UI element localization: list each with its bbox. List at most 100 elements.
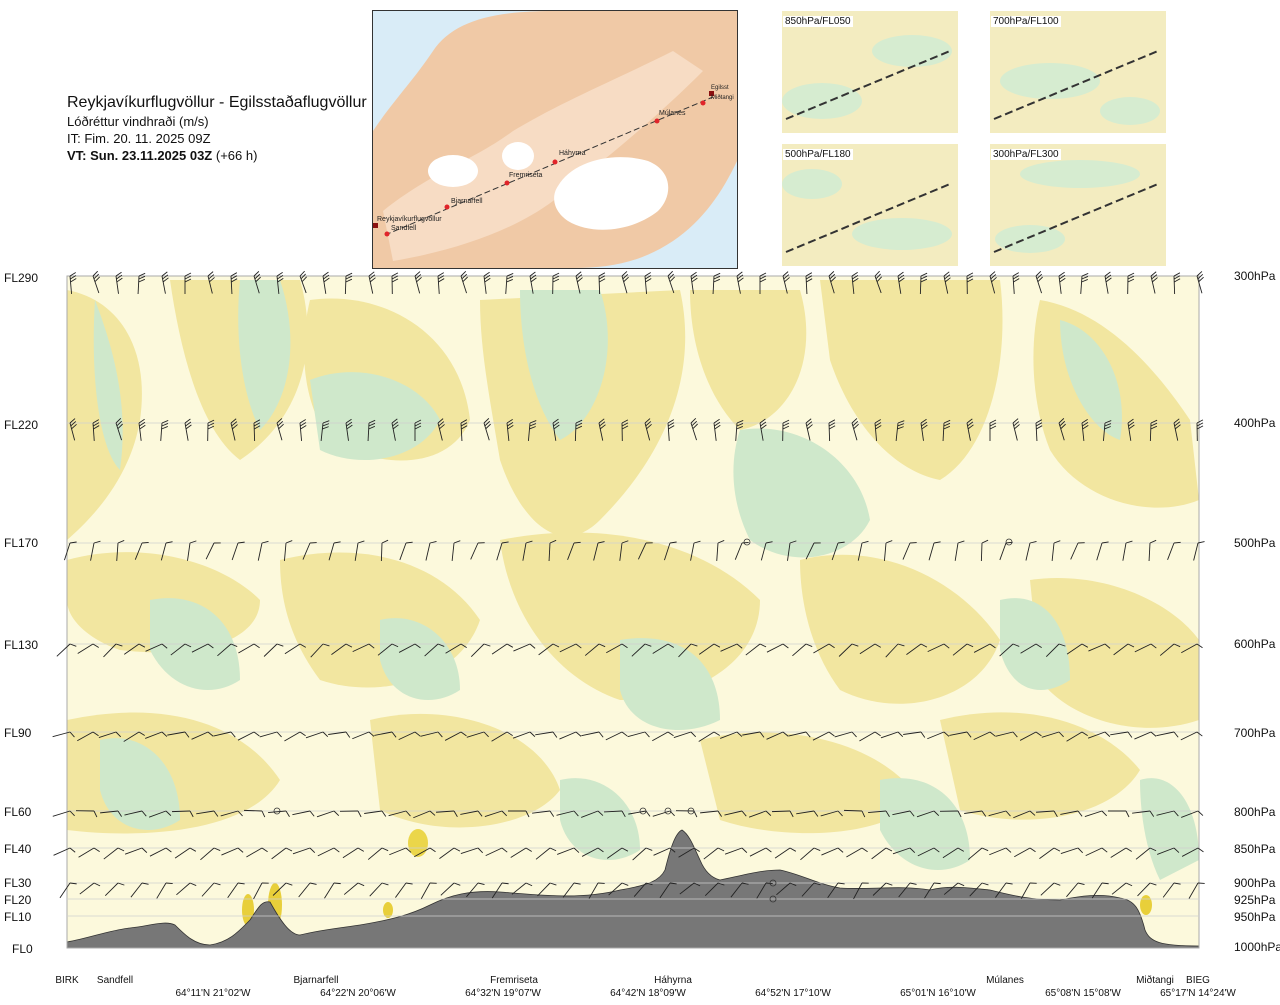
fl-label: FL90: [4, 726, 32, 740]
thumb-300[interactable]: 300hPa/FL300: [990, 144, 1166, 266]
wind-barb: [389, 847, 412, 856]
wind-barb: [368, 271, 376, 294]
wind-barb: [138, 418, 146, 441]
wind-barb: [322, 271, 330, 294]
wind-barb: [606, 847, 629, 859]
wind-barb: [995, 731, 1018, 738]
level-lines: [67, 422, 1199, 917]
wind-barb: [200, 847, 221, 861]
wind-barb: [1041, 731, 1064, 738]
map-label-bjarnarfell: Bjarnarfell: [451, 198, 483, 205]
wind-barb: [184, 272, 192, 294]
wind-barb: [1156, 810, 1179, 817]
wind-barb: [1149, 419, 1158, 442]
wind-barb: [939, 810, 962, 818]
wind-barb: [1132, 810, 1155, 817]
wind-barb: [345, 418, 353, 441]
wind-barb: [759, 418, 767, 441]
fl-label: FL60: [4, 805, 32, 819]
coordinate-label: 64°52'N 17°10'W: [755, 988, 831, 999]
wind-barb: [1087, 731, 1111, 739]
terrain-profile: [67, 829, 1199, 948]
wind-barb: [792, 643, 813, 657]
wind-barb: [966, 418, 974, 441]
map-label-birk: Reykjavíkurflugvöllur: [377, 216, 442, 223]
wind-barb: [766, 731, 789, 740]
wind-barb: [374, 731, 397, 738]
wind-barb: [259, 731, 282, 738]
wind-barb: [851, 272, 859, 294]
wind-barb: [238, 643, 260, 654]
wind-barb: [813, 643, 835, 654]
wind-barb: [559, 731, 582, 740]
wind-barb: [969, 882, 989, 897]
wind-barb: [354, 540, 365, 561]
thumb-500[interactable]: 500hPa/FL180: [782, 144, 958, 266]
hpa-label: 900hPa: [1234, 876, 1276, 890]
plot-frame: [66, 275, 1200, 949]
thumb-850[interactable]: 850hPa/FL050: [782, 11, 958, 133]
route-point: [700, 100, 706, 106]
thumb-500-label: 500hPa/FL180: [783, 149, 853, 160]
route-point: [552, 159, 558, 165]
wind-barb: [512, 731, 536, 739]
wind-barb: [919, 272, 928, 295]
wind-barb: [1148, 539, 1157, 561]
wind-barb: [698, 731, 720, 742]
wind-barb: [191, 731, 214, 740]
wind-barb: [98, 731, 122, 738]
wind-barb: [527, 420, 537, 441]
wind-barb: [632, 847, 653, 861]
route-point: [384, 231, 390, 237]
wind-barb: [988, 810, 1011, 817]
wind-barb: [1135, 847, 1157, 860]
wind-barb: [828, 419, 836, 442]
thumb-700[interactable]: 700hPa/FL100: [990, 11, 1166, 133]
wind-barb: [1066, 731, 1088, 742]
wind-barb: [137, 272, 146, 294]
wind-barb: [1173, 272, 1181, 295]
wind-barb: [605, 731, 628, 741]
wind-barb: [690, 417, 698, 441]
wind-barb: [231, 541, 245, 561]
thumb-300-svg: [990, 144, 1166, 266]
wind-barb: [485, 847, 508, 857]
wind-barb: [598, 418, 606, 441]
wind-barb: [78, 847, 100, 858]
coordinate-label: 65°17'N 14°24'W: [1160, 988, 1236, 999]
wind-barb: [470, 643, 491, 658]
wind-barb: [1110, 847, 1132, 858]
wind-barb: [1085, 847, 1108, 857]
wind-barb: [339, 810, 362, 818]
wind-barb: [892, 810, 915, 817]
wind-barb: [653, 847, 676, 856]
wind-barb: [529, 271, 537, 294]
wind-barb: [552, 418, 560, 441]
wind-barb: [90, 540, 101, 561]
wind-barb: [1058, 418, 1066, 441]
wind-barb: [949, 731, 972, 738]
wind-barb: [973, 731, 996, 741]
hpa-label: 400hPa: [1234, 416, 1276, 430]
wind-barb: [305, 731, 329, 739]
wind-barb: [352, 643, 375, 653]
wind-barb: [771, 810, 794, 818]
wind-barb: [628, 810, 651, 817]
wind-barb: [483, 418, 491, 441]
wind-barb: [167, 731, 190, 738]
wind-barb: [593, 541, 605, 561]
wind-barb: [667, 270, 675, 294]
wind-barb: [284, 731, 306, 742]
wind-barb: [391, 418, 399, 441]
wind-barb: [903, 731, 926, 738]
wind-barb: [942, 419, 951, 441]
wind-barb: [187, 540, 197, 561]
thumb-300-label: 300hPa/FL300: [991, 149, 1061, 160]
wind-barb: [100, 810, 122, 817]
wind-barb: [581, 810, 604, 818]
wind-barb: [299, 270, 307, 294]
thumb-700-label: 700hPa/FL100: [991, 16, 1061, 27]
hpa-label: 300hPa: [1234, 269, 1276, 283]
wind-barb: [999, 541, 1013, 561]
wind-barb: [1137, 882, 1157, 897]
